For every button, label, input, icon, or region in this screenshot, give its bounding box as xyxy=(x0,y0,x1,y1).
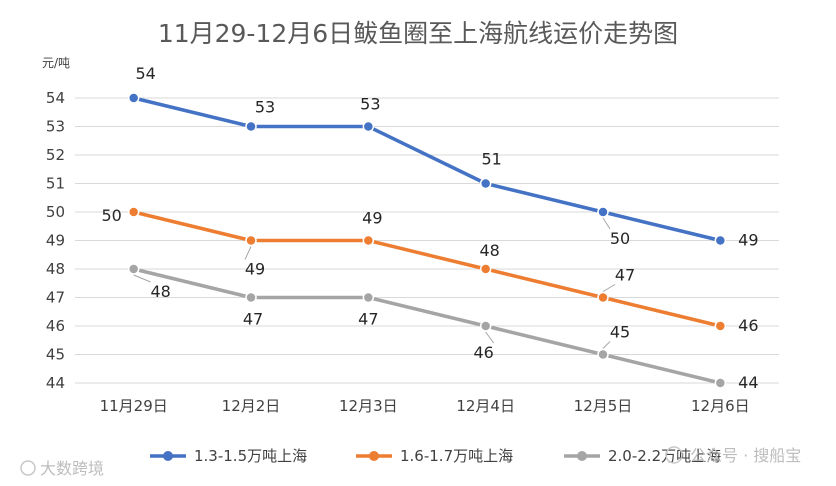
data-point xyxy=(714,234,727,247)
x-tick-label: 11月29日 xyxy=(100,397,168,415)
data-point xyxy=(597,291,609,304)
data-label: 53 xyxy=(255,98,275,117)
data-point xyxy=(127,92,140,104)
x-tick-label: 12月2日 xyxy=(222,397,281,415)
series-line xyxy=(131,210,723,328)
chart-title: 11月29-12月6日鲅鱼圈至上海航线运价走势图 xyxy=(158,19,678,48)
data-point xyxy=(362,234,375,247)
x-axis-ticks: 11月29日 12月2日 12月3日 12月4日 12月5日 12月6日 xyxy=(100,397,750,415)
data-label: 47 xyxy=(615,266,635,285)
legend-marker xyxy=(163,451,173,461)
legend-item-2: 1.6-1.7万吨上海 xyxy=(356,447,513,465)
y-tick-label: 46 xyxy=(46,317,65,335)
x-tick-label: 12月3日 xyxy=(339,397,398,415)
data-label: 48 xyxy=(479,241,499,260)
data-label: 51 xyxy=(481,150,501,169)
y-tick-label: 48 xyxy=(46,260,65,278)
watermark-right-text: 公众号 · 搜船宝 xyxy=(690,446,801,465)
data-point xyxy=(362,120,375,133)
legend-label: 2.0-2.2万吨上海 xyxy=(608,447,721,465)
leader-line xyxy=(602,284,616,292)
y-tick-label: 51 xyxy=(46,175,65,193)
y-tick-label: 54 xyxy=(46,89,65,107)
watermark-logo-icon xyxy=(20,460,36,476)
series-line xyxy=(131,96,723,243)
legend-item-3: 2.0-2.2万吨上海 xyxy=(564,447,721,465)
data-point xyxy=(245,291,257,304)
legend-marker xyxy=(577,451,587,461)
data-label: 53 xyxy=(360,95,380,114)
data-point xyxy=(245,234,257,247)
legend-marker xyxy=(369,451,379,461)
data-label: 50 xyxy=(610,229,630,248)
y-tick-label: 50 xyxy=(46,203,65,221)
y-tick-label: 53 xyxy=(46,118,65,136)
data-point xyxy=(479,177,492,190)
data-point xyxy=(597,206,609,218)
gridlines xyxy=(75,97,779,384)
data-label: 46 xyxy=(738,316,758,335)
watermark-left: 大数跨境 xyxy=(20,459,104,478)
y-tick-label: 52 xyxy=(46,146,65,164)
data-label: 49 xyxy=(738,231,758,250)
data-label: 49 xyxy=(362,209,382,228)
x-tick-label: 12月5日 xyxy=(574,397,633,415)
data-label: 49 xyxy=(245,260,265,279)
data-label: 54 xyxy=(135,64,155,83)
leader-line xyxy=(244,246,252,260)
data-label: 47 xyxy=(243,310,263,329)
y-tick-label: 47 xyxy=(46,289,65,307)
data-point xyxy=(479,263,492,275)
leader-line xyxy=(602,217,611,230)
legend-item-1: 1.3-1.5万吨上海 xyxy=(150,447,307,465)
data-label: 46 xyxy=(473,343,493,362)
series-3: 48 47 47 46 45 44 xyxy=(127,263,759,392)
leader-line xyxy=(602,341,611,349)
data-point xyxy=(362,291,375,304)
data-point xyxy=(127,206,140,218)
data-point xyxy=(245,120,257,133)
leader-line xyxy=(485,331,495,344)
legend-label: 1.3-1.5万吨上海 xyxy=(194,447,307,465)
data-label: 45 xyxy=(610,323,630,342)
y-axis-ticks: 44 45 46 47 48 49 50 51 52 53 54 xyxy=(46,89,65,392)
data-label: 44 xyxy=(738,373,758,392)
y-tick-label: 45 xyxy=(46,346,65,364)
leader-line xyxy=(133,274,151,283)
data-label: 48 xyxy=(150,282,170,301)
watermark-left-text: 大数跨境 xyxy=(40,459,104,478)
x-tick-label: 12月4日 xyxy=(456,397,515,415)
series-layer: 54 53 53 51 50 49 50 49 49 48 47 46 48 47 47 46 45 44 xyxy=(101,64,758,392)
series-1: 54 53 53 51 50 49 xyxy=(127,64,759,250)
data-point xyxy=(714,377,727,389)
legend-label: 1.6-1.7万吨上海 xyxy=(400,447,513,465)
series-line xyxy=(131,267,723,385)
y-axis-unit-label: 元/吨 xyxy=(42,56,70,70)
data-point xyxy=(714,320,727,332)
data-label: 50 xyxy=(101,206,121,225)
y-tick-label: 44 xyxy=(46,374,65,392)
legend: 1.3-1.5万吨上海 1.6-1.7万吨上海 2.0-2.2万吨上海 xyxy=(150,447,721,465)
series-2: 50 49 49 48 47 46 xyxy=(101,206,758,335)
data-point xyxy=(479,320,492,332)
watermark-right: 公众号 · 搜船宝 xyxy=(665,446,801,465)
y-tick-label: 49 xyxy=(46,232,65,250)
data-label: 47 xyxy=(358,310,378,329)
data-point xyxy=(597,348,609,361)
wechat-icon xyxy=(665,446,683,464)
data-point xyxy=(127,263,140,275)
x-tick-label: 12月6日 xyxy=(691,397,750,415)
